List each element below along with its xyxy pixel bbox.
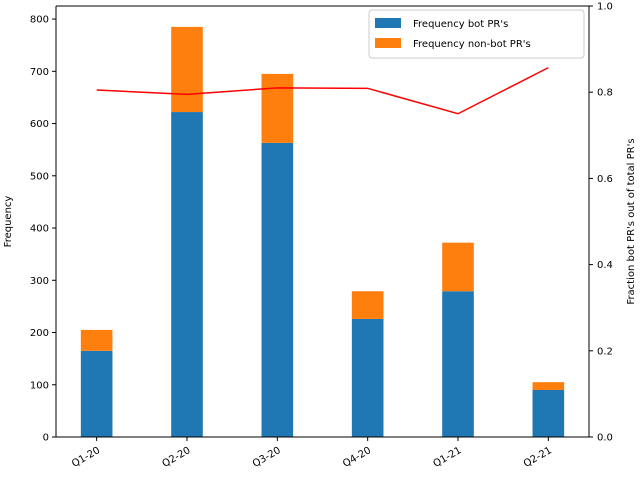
y-tick-label: 400 — [30, 224, 49, 235]
x-tick-label: Q1-20 — [70, 445, 102, 470]
legend-swatch — [375, 38, 401, 48]
y-tick-label: 0 — [43, 433, 49, 444]
fraction-line — [96, 66, 549, 115]
bar-bot-q4-20 — [351, 318, 384, 437]
bar-bot-q1-20 — [80, 350, 113, 437]
bar-non-bot-q1-21 — [442, 242, 474, 292]
legend-swatch — [375, 18, 401, 28]
legend-label: Frequency non-bot PR's — [413, 39, 531, 50]
y2-tick-label: 0.4 — [597, 260, 613, 271]
bar-bot-q2-21 — [532, 389, 565, 437]
bar-non-bot-q2-21 — [532, 382, 565, 390]
y-tick-label: 600 — [30, 119, 49, 130]
y2-tick-label: 0.6 — [597, 174, 613, 185]
bar-non-bot-q1-20 — [80, 329, 113, 351]
bar-non-bot-q4-20 — [351, 291, 384, 319]
y-tick-label: 300 — [30, 276, 49, 287]
y2-tick-label: 0.0 — [597, 433, 613, 444]
x-tick-label: Q2-21 — [522, 445, 554, 470]
legend-label: Frequency bot PR's — [413, 19, 508, 30]
x-tick-label: Q1-21 — [432, 445, 464, 470]
legend-box — [368, 9, 585, 59]
y2-tick-label: 1.0 — [597, 2, 613, 13]
y-axis-label: Frequency — [3, 196, 14, 248]
y-tick-label: 100 — [30, 380, 49, 391]
y-tick-label: 800 — [30, 15, 49, 26]
bar-non-bot-q2-20 — [171, 26, 203, 113]
y2-tick-label: 0.8 — [597, 88, 613, 99]
x-tick-label: Q2-20 — [161, 445, 193, 470]
bar-bot-q1-21 — [442, 291, 474, 437]
bar-non-bot-q3-20 — [261, 73, 294, 143]
y-tick-label: 700 — [30, 67, 49, 78]
y2-tick-label: 0.2 — [597, 346, 613, 357]
y-tick-label: 200 — [30, 328, 49, 339]
x-tick-label: Q3-20 — [251, 445, 283, 470]
y-tick-label: 500 — [30, 171, 49, 182]
x-tick-label: Q4-20 — [341, 445, 373, 470]
bar-bot-q3-20 — [261, 142, 294, 437]
bar-bot-q2-20 — [171, 112, 203, 438]
y2-axis-label: Fraction bot PR's out of total PR's — [626, 138, 637, 304]
